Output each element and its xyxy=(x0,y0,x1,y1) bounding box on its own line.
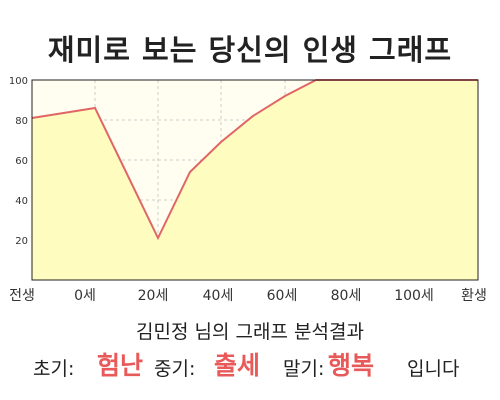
x-axis-ticks: 전생 0세 20세 40세 60세 80세 100세 환생 xyxy=(9,288,487,304)
x-tick-label: 전생 xyxy=(9,288,35,304)
y-tick-label: 80 xyxy=(15,116,28,127)
early-value: 험난 xyxy=(97,351,144,380)
x-tick-label: 0세 xyxy=(74,288,96,304)
middle-value: 출세 xyxy=(214,351,261,380)
y-axis-ticks: 20 40 60 80 100 xyxy=(9,76,28,247)
x-tick-label: 100세 xyxy=(394,288,434,304)
x-tick-label: 60세 xyxy=(267,288,298,304)
late-label: 말기: xyxy=(283,358,325,380)
y-tick-label: 100 xyxy=(9,76,28,87)
x-tick-label: 80세 xyxy=(331,288,362,304)
y-tick-label: 60 xyxy=(15,156,28,167)
chart-title: 재미로 보는 당신의 인생 그래프 xyxy=(47,33,453,67)
analysis-summary: 김민정 님의 그래프 분석결과 xyxy=(136,321,364,343)
late-value: 행복 xyxy=(328,351,375,380)
phase-results: 초기: 험난 중기: 출세 말기: 행복 입니다 xyxy=(0,346,500,382)
x-tick-label: 40세 xyxy=(203,288,234,304)
y-tick-label: 40 xyxy=(15,196,28,207)
y-tick-label: 20 xyxy=(15,236,28,247)
plot-border xyxy=(31,79,479,281)
x-tick-label: 환생 xyxy=(461,288,487,304)
area-fill xyxy=(32,80,478,280)
early-label: 초기: xyxy=(33,358,75,380)
x-tick-label: 20세 xyxy=(138,288,169,304)
middle-label: 중기: xyxy=(154,358,196,380)
closing-text: 입니다 xyxy=(407,358,460,380)
